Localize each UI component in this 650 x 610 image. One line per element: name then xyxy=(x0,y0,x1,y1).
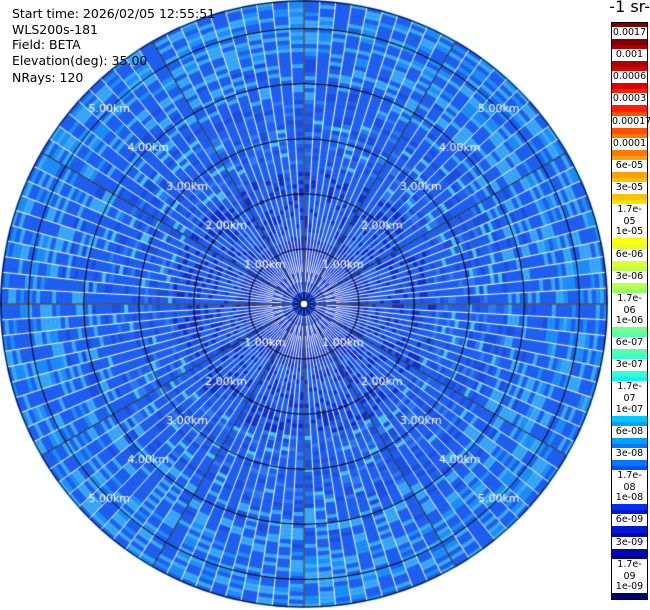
colorbar-tick-label: 1e-07 xyxy=(612,403,647,416)
colorbar-tick-label: 1e-09 xyxy=(612,580,647,593)
colorbar-tick-label: 6e-07 xyxy=(612,337,647,350)
field-text: Field: BETA xyxy=(12,37,81,52)
colorbar-tick-label: 6e-08 xyxy=(612,425,647,438)
colorbar-tick-label: 1e-05 xyxy=(612,226,647,239)
colorbar-tick-label: 1.7e-09 xyxy=(612,558,647,583)
colorbar-tick-label: 1.7e-06 xyxy=(612,292,647,317)
colorbar-tick-label: 3e-07 xyxy=(612,359,647,372)
colorbar-tick-label: 3e-05 xyxy=(612,182,647,195)
colorbar-tick-label: 1e-08 xyxy=(612,492,647,505)
colorbar-tick-label: 3e-08 xyxy=(612,447,647,460)
colorbar-tick-label: 0.00017 xyxy=(612,115,650,128)
instrument-text: WLS200s-181 xyxy=(12,22,98,37)
start-time-text: Start time: 2026/02/05 12:55:51 xyxy=(12,6,216,21)
colorbar-tick-label: 0.0017 xyxy=(612,27,647,39)
colorbar-tick-label: 1e-06 xyxy=(612,315,647,327)
colorbar-tick-label: 0.0001 xyxy=(612,137,647,150)
colorbar-tick-label: 1.7e-08 xyxy=(612,470,647,495)
colorbar-tick-label: 3e-09 xyxy=(612,536,647,549)
colorbar-tick-label: 6e-05 xyxy=(612,159,647,172)
colorbar-tick-label: 0.0003 xyxy=(612,93,647,106)
elevation-text: Elevation(deg): 35.00 xyxy=(12,53,148,68)
colorbar: 0.0017 0.001 0.0006 0.0003 0.00017 0.0001 6e-0… xyxy=(611,22,650,600)
colorbar-tick-label: 0.001 xyxy=(612,49,647,62)
colorbar-tick-label: 1.7e-05 xyxy=(612,204,647,229)
nrays-text: NRays: 120 xyxy=(12,70,84,85)
colorbar-tick-label: 1.7e-07 xyxy=(612,381,647,406)
colorbar-tick-label: 6e-06 xyxy=(612,248,647,261)
ppi-scan-plot xyxy=(0,0,610,610)
colorbar-tick-label: 6e-09 xyxy=(612,514,647,527)
units-label: -1 sr- xyxy=(609,0,650,16)
colorbar-tick-label: 3e-06 xyxy=(612,270,647,283)
colorbar-tick-label: 0.0006 xyxy=(612,71,647,84)
